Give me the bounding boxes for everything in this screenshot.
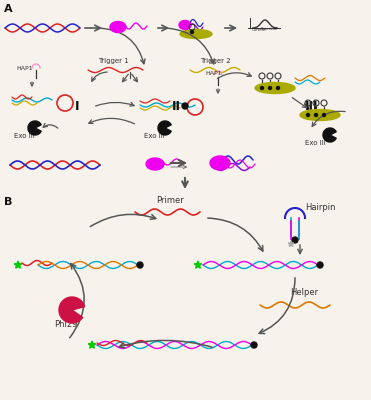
Ellipse shape xyxy=(179,20,191,30)
Polygon shape xyxy=(28,121,41,135)
Circle shape xyxy=(190,30,194,34)
Text: HAP1: HAP1 xyxy=(16,66,33,71)
Polygon shape xyxy=(323,128,336,142)
Text: II: II xyxy=(172,100,181,113)
Circle shape xyxy=(182,103,188,109)
Text: Exo III: Exo III xyxy=(14,133,35,139)
Polygon shape xyxy=(59,297,85,323)
Circle shape xyxy=(260,86,263,90)
Circle shape xyxy=(306,114,309,116)
Circle shape xyxy=(315,114,318,116)
Text: III: III xyxy=(305,100,318,113)
Polygon shape xyxy=(288,241,294,246)
Text: I: I xyxy=(75,100,79,113)
Polygon shape xyxy=(14,261,22,268)
Circle shape xyxy=(137,262,143,268)
Text: Hairpin: Hairpin xyxy=(305,203,335,212)
Text: Exo III: Exo III xyxy=(305,140,326,146)
Ellipse shape xyxy=(146,158,164,170)
Polygon shape xyxy=(194,261,202,268)
Ellipse shape xyxy=(180,30,212,38)
Text: Trigger 2: Trigger 2 xyxy=(200,58,230,64)
Text: Primer: Primer xyxy=(156,196,184,205)
Text: A: A xyxy=(4,4,13,14)
Text: Trigger 1: Trigger 1 xyxy=(98,58,128,64)
Polygon shape xyxy=(88,341,96,348)
Text: B: B xyxy=(4,197,12,207)
Circle shape xyxy=(276,86,279,90)
Text: Phi29: Phi29 xyxy=(54,320,78,329)
Circle shape xyxy=(269,86,272,90)
Text: Potential: Potential xyxy=(261,27,278,31)
Polygon shape xyxy=(158,121,171,135)
Text: HAP1: HAP1 xyxy=(205,71,221,76)
Text: Helper: Helper xyxy=(290,288,318,297)
Circle shape xyxy=(317,262,323,268)
Ellipse shape xyxy=(210,156,230,170)
Circle shape xyxy=(292,237,298,243)
Text: Exo III: Exo III xyxy=(144,133,165,139)
Circle shape xyxy=(322,114,325,116)
Ellipse shape xyxy=(110,22,126,32)
Circle shape xyxy=(251,342,257,348)
Ellipse shape xyxy=(300,110,340,120)
Ellipse shape xyxy=(255,82,295,94)
Text: Current: Current xyxy=(252,28,267,32)
